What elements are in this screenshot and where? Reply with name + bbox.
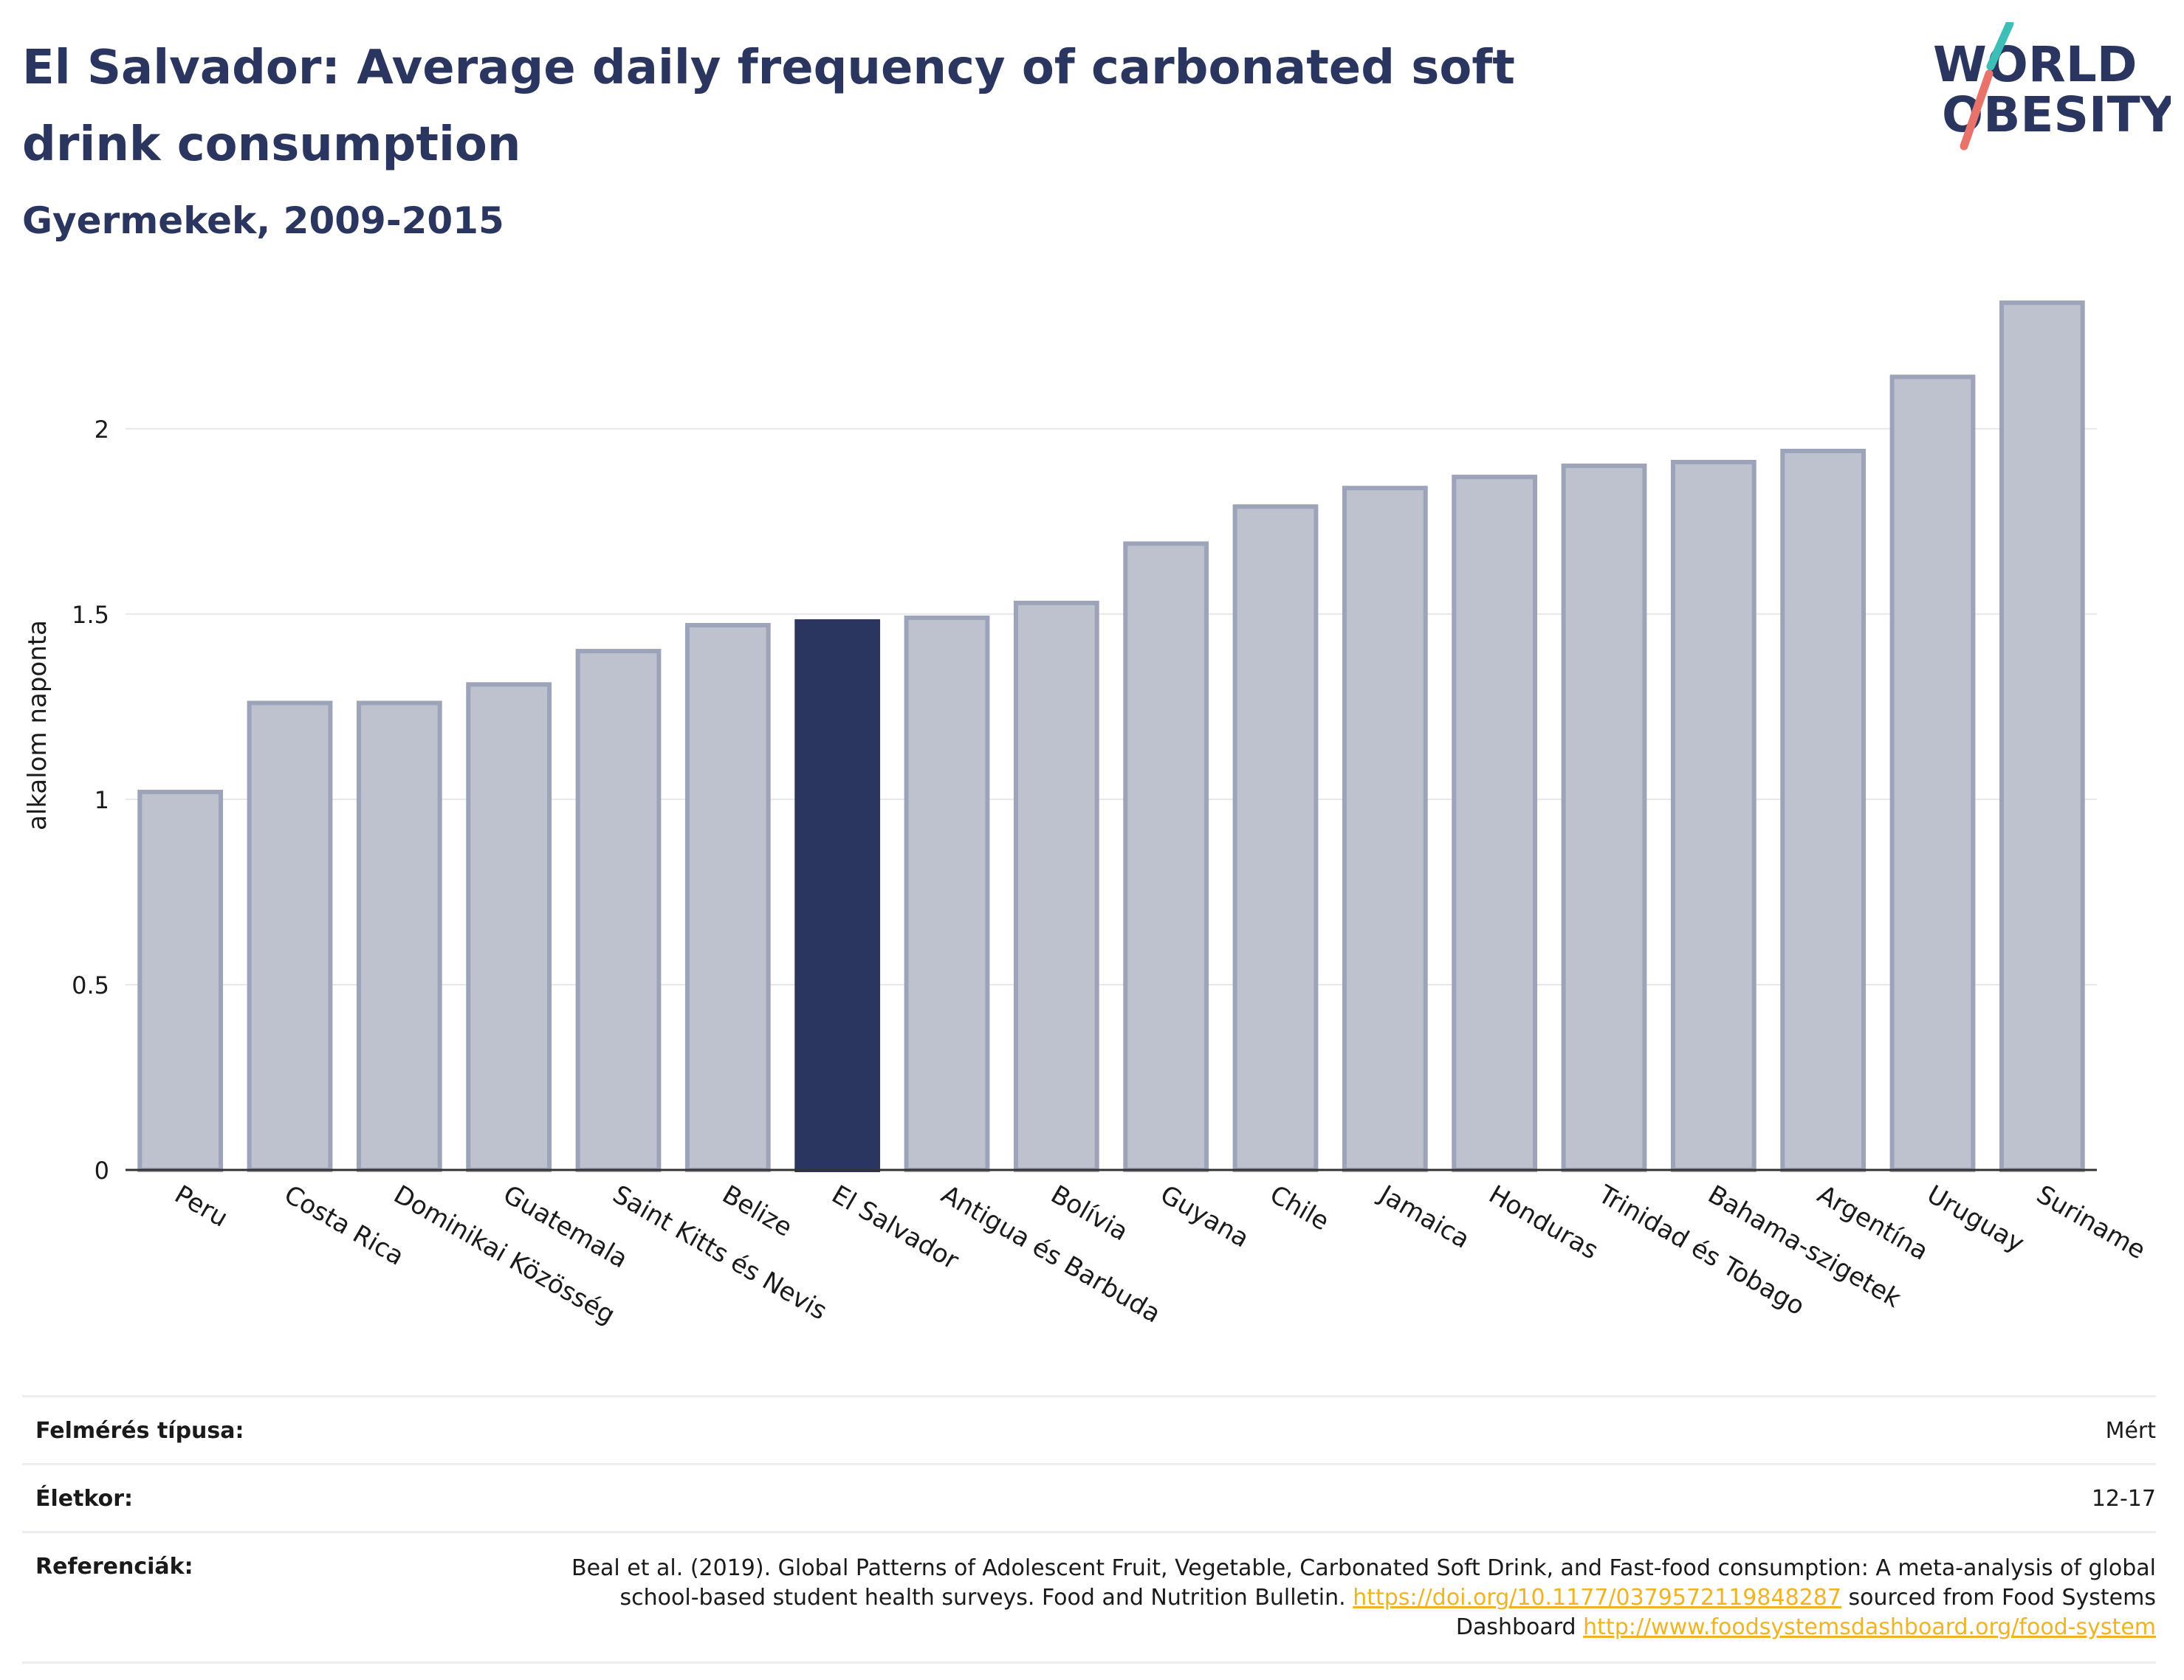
- x-tick-label: Bolívia: [1045, 1180, 1133, 1247]
- bar[interactable]: [794, 619, 881, 1172]
- y-tick-label: 0.5: [72, 971, 109, 999]
- y-axis-ticks: 0 0.5 1 1.5 2: [72, 416, 109, 1185]
- bar[interactable]: [1670, 460, 1757, 1173]
- x-tick-label: Uruguay: [1922, 1180, 2029, 1259]
- x-tick-label: Trinidad és Tobago: [1593, 1180, 1810, 1322]
- bar[interactable]: [356, 700, 442, 1172]
- bar[interactable]: [247, 700, 333, 1172]
- survey-type-value: Mért: [2105, 1418, 2156, 1444]
- x-tick-label: Suriname: [2031, 1180, 2150, 1265]
- bar[interactable]: [1999, 300, 2085, 1172]
- references-label: Referenciák:: [35, 1554, 193, 1580]
- world-obesity-logo: WORLD OBESITY: [1933, 22, 2171, 151]
- bar[interactable]: [466, 682, 552, 1172]
- x-tick-label: Jamaica: [1373, 1179, 1475, 1255]
- bar[interactable]: [904, 615, 990, 1173]
- meta-row-age: Életkor: 12-17: [22, 1463, 2156, 1531]
- x-tick-label: Chile: [1265, 1180, 1334, 1236]
- reference-text: Beal et al. (2019). Global Patterns of A…: [571, 1555, 2156, 1611]
- y-tick-label: 2: [95, 416, 109, 444]
- bar[interactable]: [1561, 464, 1647, 1172]
- logo-slash-teal: [1986, 22, 2014, 71]
- y-tick-label: 0: [95, 1157, 109, 1185]
- bar[interactable]: [1123, 541, 1209, 1172]
- bar[interactable]: [1342, 486, 1428, 1172]
- logo-line1: WORLD: [1933, 36, 2137, 93]
- chart-title: El Salvador: Average daily frequency of …: [22, 41, 1515, 172]
- references-value: Beal et al. (2019). Global Patterns of A…: [532, 1554, 2156, 1642]
- bar[interactable]: [575, 649, 662, 1172]
- bars: [137, 300, 2085, 1173]
- survey-type-label: Felmérés típusa:: [35, 1418, 244, 1444]
- x-tick-label: Costa Rica: [279, 1180, 409, 1272]
- bar[interactable]: [137, 789, 224, 1172]
- chart-subtitle: Gyermekek, 2009-2015: [22, 199, 504, 242]
- x-tick-label: Belize: [717, 1180, 797, 1243]
- reference-source-text: sourced from Food Systems Dashboard: [1455, 1585, 2156, 1640]
- grid-lines: [126, 427, 2097, 985]
- bar[interactable]: [1013, 600, 1099, 1172]
- y-tick-label: 1: [95, 786, 109, 814]
- meta-row-survey: Felmérés típusa: Mért: [22, 1395, 2156, 1463]
- dashboard-link[interactable]: http://www.foodsystemsdashboard.org/food…: [1583, 1614, 2156, 1640]
- doi-link[interactable]: https://doi.org/10.1177/0379572119848287: [1353, 1585, 1841, 1611]
- bar[interactable]: [1780, 448, 1867, 1173]
- y-tick-label: 1.5: [72, 601, 109, 629]
- meta-row-references: Referenciák: Beal et al. (2019). Global …: [22, 1531, 2156, 1664]
- bar[interactable]: [1452, 475, 1538, 1172]
- x-tick-label: Peru: [170, 1180, 233, 1233]
- bar[interactable]: [1889, 374, 1976, 1173]
- bar[interactable]: [684, 622, 771, 1172]
- y-axis-label: alkalom naponta: [23, 620, 52, 830]
- x-tick-label: Guyana: [1155, 1180, 1254, 1253]
- x-tick-label: Honduras: [1484, 1180, 1604, 1265]
- age-label: Életkor:: [35, 1486, 134, 1512]
- metadata-table: Felmérés típusa: Mért Életkor: 12-17 Ref…: [22, 1395, 2156, 1664]
- logo-slash-coral: [1960, 69, 1994, 151]
- age-value: 12-17: [2091, 1486, 2156, 1512]
- bar[interactable]: [1232, 504, 1319, 1173]
